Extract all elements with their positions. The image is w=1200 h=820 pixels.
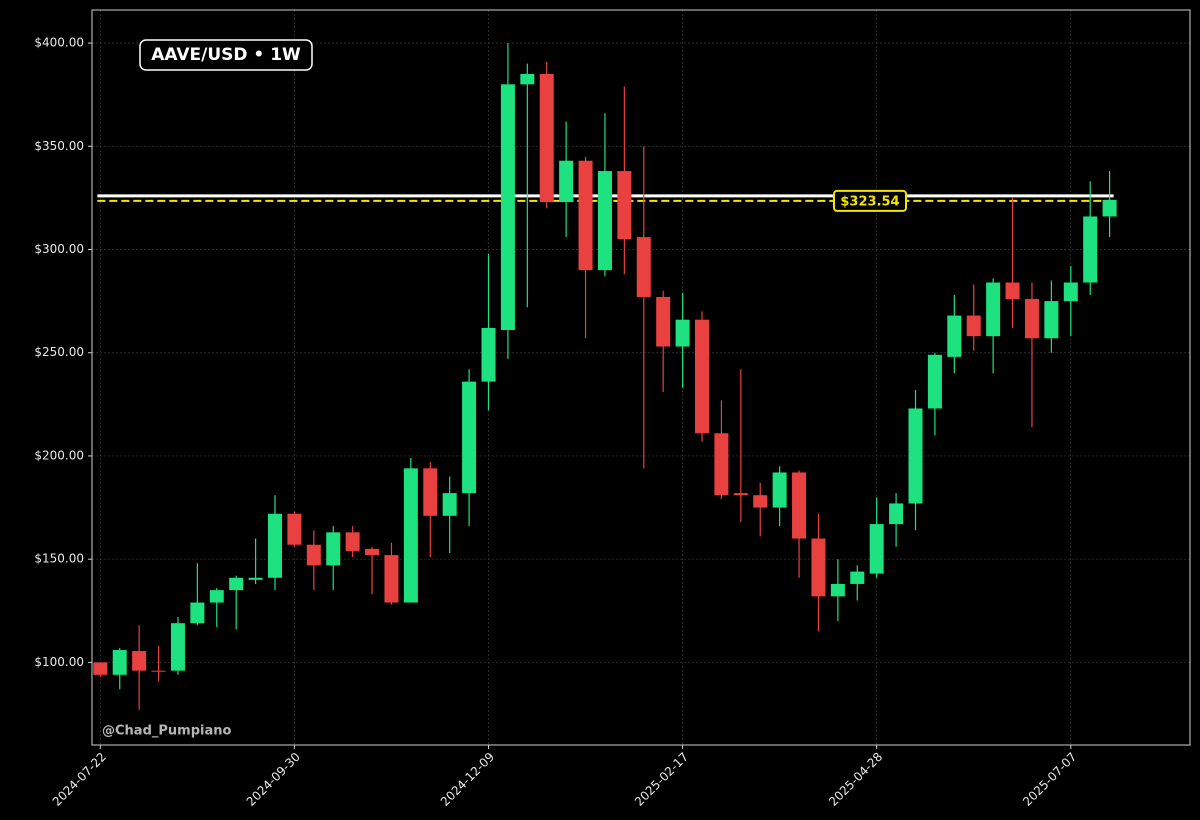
candle-body — [811, 538, 826, 597]
candle-body — [520, 74, 535, 85]
candle-body — [1083, 216, 1098, 283]
candle-body — [500, 84, 515, 331]
candle-body — [132, 651, 147, 671]
candle-body — [112, 650, 127, 675]
candle-body — [539, 74, 554, 203]
candle-body — [170, 623, 185, 671]
candle-body — [442, 493, 457, 516]
candle-body — [675, 319, 690, 347]
candle-body — [617, 171, 632, 240]
candle-body — [287, 513, 302, 545]
candle-body — [869, 524, 884, 574]
candle-body — [986, 282, 1001, 337]
watermark: @Chad_Pumpiano — [102, 724, 231, 739]
candle-body — [850, 571, 865, 584]
candle-body — [578, 160, 593, 271]
candle-body — [1044, 301, 1059, 339]
candle-body — [772, 472, 787, 508]
title-box — [139, 39, 313, 71]
y-tick-label: $400.00 — [34, 36, 84, 50]
candle-body — [889, 503, 904, 525]
candle-body — [1102, 199, 1117, 217]
y-tick-label: $150.00 — [34, 552, 84, 566]
candle-body — [209, 590, 224, 603]
candle-body — [462, 381, 477, 494]
candle-body — [966, 315, 981, 337]
candles — [93, 43, 1117, 710]
candle-body — [947, 315, 962, 357]
candle-body — [93, 662, 108, 675]
candle-body — [403, 468, 418, 603]
candle-body — [753, 495, 768, 508]
y-tick-label: $300.00 — [34, 242, 84, 256]
grid — [92, 10, 1190, 745]
candle-body — [345, 532, 360, 551]
candle-body — [306, 544, 321, 566]
candle-body — [1024, 299, 1039, 339]
price-label-box — [833, 189, 907, 212]
candle-body — [695, 319, 709, 434]
candle-body — [908, 408, 923, 504]
candle-body — [326, 532, 341, 566]
candle-body — [1005, 282, 1020, 300]
candle-body — [423, 468, 438, 516]
candle-body — [384, 555, 399, 603]
y-tick-label: $350.00 — [34, 139, 84, 153]
y-tick-label: $250.00 — [34, 345, 84, 359]
candle-body — [714, 433, 729, 496]
candle-body — [229, 577, 244, 591]
candle-body — [597, 171, 612, 271]
candle-body — [1063, 282, 1078, 302]
candle-body — [481, 327, 496, 382]
price-label: $323.54 — [840, 194, 899, 209]
candle-body — [268, 513, 282, 578]
plot-frame — [91, 9, 1191, 746]
chart-title: AAVE/USD • 1W — [151, 45, 301, 65]
candle-body — [656, 296, 671, 347]
candle-body — [830, 583, 845, 597]
candle-body — [190, 602, 205, 624]
y-tick-label: $200.00 — [34, 448, 84, 462]
candle-body — [248, 577, 263, 580]
candle-body — [151, 670, 166, 672]
candle-body — [792, 472, 807, 539]
candle-body — [927, 354, 942, 409]
candle-body — [365, 548, 380, 556]
y-tick-label: $100.00 — [34, 655, 84, 669]
candle-body — [636, 237, 651, 297]
candle-body — [733, 493, 748, 496]
candle-body — [559, 160, 574, 203]
